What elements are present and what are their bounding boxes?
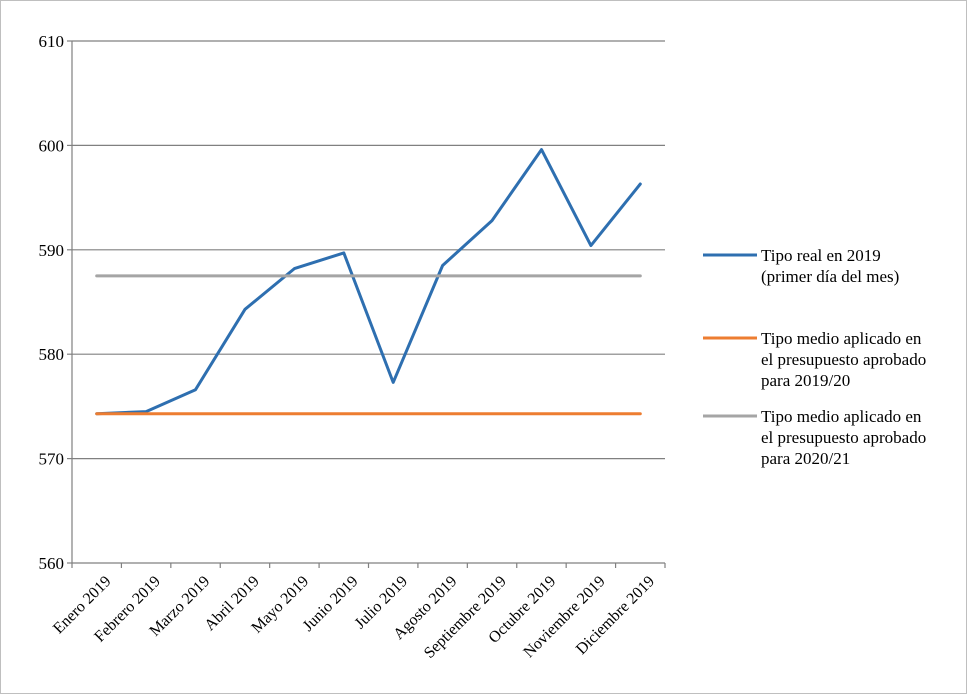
- y-tick-label: 590: [39, 241, 65, 260]
- series-line-1: [95, 148, 642, 416]
- y-tick-label: 570: [39, 450, 65, 469]
- gridlines: [72, 40, 665, 460]
- legend-label-line: para 2020/21: [761, 449, 850, 468]
- y-tick-label: 580: [39, 345, 65, 364]
- legend-label-line: el presupuesto aprobado: [761, 428, 926, 447]
- data-series: [95, 148, 642, 416]
- axes: [67, 40, 666, 568]
- legend-label-line: Tipo real en 2019: [761, 246, 881, 265]
- legend-label-line: para 2019/20: [761, 371, 850, 390]
- legend: Tipo real en 2019 (primer día del mes) Tip…: [703, 246, 926, 468]
- legend-label-line: el presupuesto aprobado: [761, 350, 926, 369]
- y-axis-tick-labels: 560 570 580 590 600 610: [39, 32, 65, 573]
- legend-label-line: Tipo medio aplicado en: [761, 329, 922, 348]
- y-tick-label: 610: [39, 32, 65, 51]
- y-tick-label: 600: [39, 136, 65, 155]
- y-tick-label: 560: [39, 554, 65, 573]
- legend-label-line: Tipo medio aplicado en: [761, 407, 922, 426]
- legend-label-line: (primer día del mes): [761, 267, 899, 286]
